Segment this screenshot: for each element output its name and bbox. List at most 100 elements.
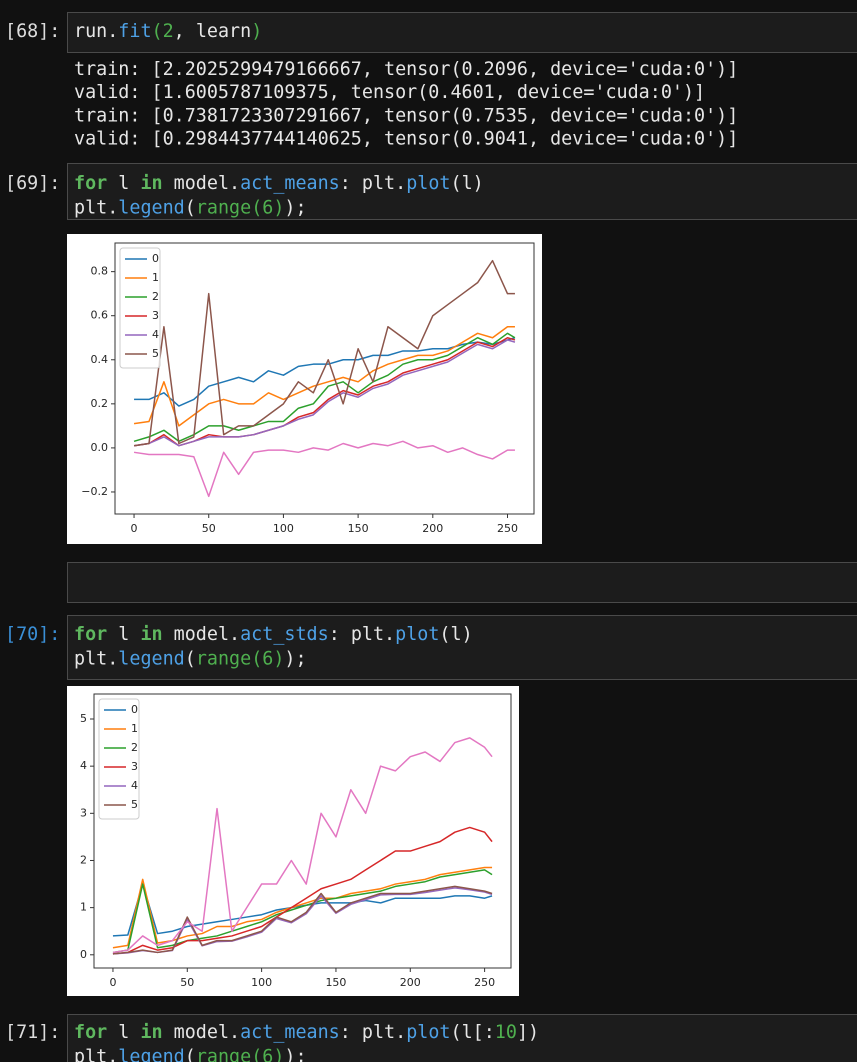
code-line: plt.legend(range(6)); bbox=[74, 198, 307, 219]
code-line: plt.legend(range(6)); bbox=[74, 1047, 307, 1062]
x-tick-label: 150 bbox=[348, 522, 369, 535]
code-token: plt. bbox=[74, 198, 118, 219]
series-line bbox=[112, 737, 493, 954]
legend-label: 5 bbox=[152, 347, 159, 360]
prompt: [69]: bbox=[5, 173, 60, 194]
input-area[interactable] bbox=[67, 1014, 857, 1062]
y-tick-label: 1 bbox=[80, 901, 87, 914]
legend-label: 2 bbox=[131, 741, 138, 754]
code-token: 10 bbox=[495, 1022, 517, 1043]
code-token: (l[: bbox=[451, 1022, 495, 1043]
x-tick-label: 50 bbox=[202, 522, 216, 535]
code-token: act_stds bbox=[240, 624, 329, 645]
x-tick-label: 250 bbox=[497, 522, 518, 535]
series-line bbox=[112, 826, 493, 955]
y-tick-label: 0.2 bbox=[91, 397, 109, 410]
x-tick-label: 100 bbox=[273, 522, 294, 535]
legend-label: 0 bbox=[152, 252, 159, 265]
code-token: plot bbox=[395, 624, 439, 645]
x-tick-label: 250 bbox=[474, 976, 495, 989]
input-area[interactable] bbox=[67, 163, 857, 220]
x-tick-label: 150 bbox=[325, 976, 346, 989]
code-token: for bbox=[74, 173, 107, 194]
code-line: run.fit(2, learn) bbox=[74, 21, 262, 42]
legend-label: 4 bbox=[152, 328, 159, 341]
x-tick-label: 100 bbox=[251, 976, 272, 989]
chart-image bbox=[67, 686, 519, 996]
series-line bbox=[133, 339, 516, 447]
code-token: model. bbox=[163, 624, 241, 645]
code-token: in bbox=[140, 173, 162, 194]
series-line bbox=[133, 259, 515, 447]
code-token: plot bbox=[406, 1022, 450, 1043]
code-token: range bbox=[196, 649, 251, 670]
y-tick-label: 5 bbox=[80, 712, 87, 725]
code-token: plt. bbox=[74, 649, 118, 670]
code-token: fit bbox=[118, 21, 151, 42]
code-token: act_means bbox=[240, 173, 340, 194]
y-tick-label: 0.6 bbox=[91, 309, 109, 322]
code-token: ( bbox=[185, 1047, 196, 1062]
code-token: (6) bbox=[251, 1047, 284, 1062]
code-token: ]) bbox=[517, 1022, 539, 1043]
prompt: [70]: bbox=[5, 624, 60, 645]
x-tick-label: 50 bbox=[180, 976, 194, 989]
output-line: valid: [1.6005787109375, tensor(0.4601, … bbox=[74, 82, 705, 103]
code-line: for l in model.act_means: plt.plot(l) bbox=[74, 173, 484, 194]
legend-label: 0 bbox=[131, 703, 138, 716]
input-area[interactable] bbox=[67, 562, 857, 603]
code-token: (6) bbox=[251, 198, 284, 219]
code-token: range bbox=[196, 198, 251, 219]
code-token: l bbox=[107, 173, 140, 194]
legend-label: 1 bbox=[152, 271, 159, 284]
code-token: l bbox=[107, 1022, 140, 1043]
y-tick-label: 0.8 bbox=[91, 265, 109, 278]
input-area[interactable] bbox=[67, 615, 857, 680]
code-token: ) bbox=[251, 21, 262, 42]
plot-frame bbox=[114, 242, 535, 515]
plot-frame bbox=[93, 693, 512, 969]
code-token: ); bbox=[284, 1047, 306, 1062]
prompt: [71]: bbox=[5, 1022, 60, 1043]
legend-label: 3 bbox=[152, 309, 159, 322]
prompt: [68]: bbox=[5, 21, 60, 42]
code-token: run. bbox=[74, 21, 118, 42]
code-token: (l) bbox=[451, 173, 484, 194]
code-token: plot bbox=[406, 173, 450, 194]
code-token: ); bbox=[284, 198, 306, 219]
y-tick-label: 0 bbox=[80, 948, 87, 961]
code-token: legend bbox=[118, 649, 184, 670]
code-token: range bbox=[196, 1047, 251, 1062]
y-tick-label: −0.2 bbox=[81, 485, 108, 498]
y-tick-label: 0.4 bbox=[91, 353, 109, 366]
y-tick-label: 4 bbox=[80, 759, 87, 772]
code-token: : plt. bbox=[340, 173, 406, 194]
legend-label: 3 bbox=[131, 760, 138, 773]
code-token: legend bbox=[118, 1047, 184, 1062]
x-tick-label: 200 bbox=[400, 976, 421, 989]
x-tick-label: 0 bbox=[109, 976, 116, 989]
code-token: plt. bbox=[74, 1047, 118, 1062]
legend-label: 5 bbox=[131, 798, 138, 811]
legend-label: 4 bbox=[131, 779, 138, 792]
series-line bbox=[133, 325, 515, 427]
code-token: model. bbox=[163, 1022, 241, 1043]
code-token: ( bbox=[185, 649, 196, 670]
code-line: for l in model.act_stds: plt.plot(l) bbox=[74, 624, 473, 645]
code-token: : plt. bbox=[329, 624, 395, 645]
code-token: ); bbox=[284, 649, 306, 670]
code-token: l bbox=[107, 624, 140, 645]
code-token: (2 bbox=[152, 21, 174, 42]
code-token: ( bbox=[185, 198, 196, 219]
code-token: act_means bbox=[240, 1022, 340, 1043]
code-token: (6) bbox=[251, 649, 284, 670]
output-line: train: [2.2025299479166667, tensor(0.209… bbox=[74, 59, 738, 80]
x-tick-label: 200 bbox=[422, 522, 443, 535]
input-area[interactable] bbox=[67, 12, 857, 53]
code-line: plt.legend(range(6)); bbox=[74, 649, 307, 670]
code-token: : plt. bbox=[340, 1022, 406, 1043]
y-tick-label: 0.0 bbox=[91, 441, 109, 454]
code-token: model. bbox=[163, 173, 241, 194]
x-tick-label: 0 bbox=[131, 522, 138, 535]
